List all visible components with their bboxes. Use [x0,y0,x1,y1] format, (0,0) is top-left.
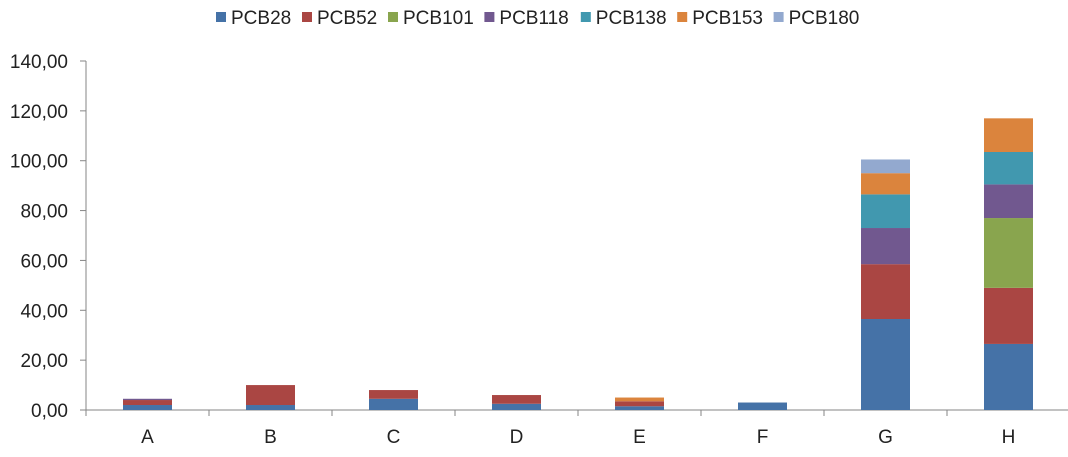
legend-label-pcb28: PCB28 [231,8,291,29]
bar-segment-pcb28-a [123,405,172,410]
x-tick-label: B [264,427,277,448]
y-tick-label: 80,00 [20,202,68,223]
bar-segment-pcb180-g [861,159,910,174]
x-tick-label: D [510,427,524,448]
bar-segment-pcb28-b [246,405,295,410]
legend: PCB28 PCB52 PCB101 PCB118 PCB138 PCB153 PCB180 [216,8,859,29]
bar-segment-pcb153-g [861,173,910,195]
legend-label-pcb101: PCB101 [403,8,474,29]
bar-segment-pcb118-h [984,184,1033,219]
bar-segment-pcb28-e [615,406,664,410]
bar-segment-pcb52-b [246,385,295,406]
bar-segment-pcb28-c [369,398,418,410]
axes: 0,00 20,00 40,00 60,00 80,00 100,00 120,00 140,… [10,52,1068,448]
x-tick-label: C [387,427,401,448]
bar-segment-pcb138-g [861,194,910,229]
bar-segment-pcb138-h [984,151,1033,185]
bar-segment-pcb52-e [615,401,664,407]
bar-segment-pcb52-g [861,264,910,320]
x-tick-label: F [757,427,769,448]
bar-segment-pcb101-h [984,218,1033,288]
bar-segment-pcb153-e [615,397,664,402]
legend-label-pcb180: PCB180 [789,8,860,29]
legend-swatch-pcb180 [773,12,784,22]
y-tick-label: 120,00 [10,102,68,123]
legend-swatch-pcb138 [580,12,591,22]
bars [123,118,1033,410]
y-tick-label: 140,00 [10,52,68,73]
bar-segment-pcb28-d [492,403,541,410]
x-tick-label: H [1002,427,1016,448]
bar-segment-pcb52-c [369,390,418,399]
bar-segment-pcb28-f [738,402,787,410]
y-tick-label: 60,00 [20,251,68,272]
bar-segment-pcb28-g [861,319,910,410]
x-tick-label: G [878,427,893,448]
bar-segment-pcb52-h [984,287,1033,344]
y-tick-label: 100,00 [10,152,68,173]
legend-swatch-pcb153 [677,12,688,22]
legend-label-pcb138: PCB138 [596,8,667,29]
bar-segment-pcb52-a [123,400,172,406]
x-tick-label: A [141,427,154,448]
y-tick-label: 0,00 [31,401,68,422]
bar-segment-pcb28-h [984,343,1033,410]
bar-segment-pcb52-d [492,395,541,404]
y-tick-label: 20,00 [20,351,68,372]
x-tick-label: E [633,427,646,448]
legend-swatch-pcb52 [302,12,312,22]
legend-swatch-pcb28 [216,12,226,22]
legend-swatch-pcb118 [484,12,495,22]
bar-segment-pcb118-a [123,398,172,401]
legend-label-pcb52: PCB52 [317,8,377,29]
bar-segment-pcb118-g [861,228,910,265]
bar-segment-pcb153-h [984,118,1033,152]
legend-label-pcb118: PCB118 [499,8,568,29]
legend-label-pcb153: PCB153 [692,8,763,29]
y-tick-label: 40,00 [20,301,68,322]
legend-swatch-pcb101 [388,12,398,22]
